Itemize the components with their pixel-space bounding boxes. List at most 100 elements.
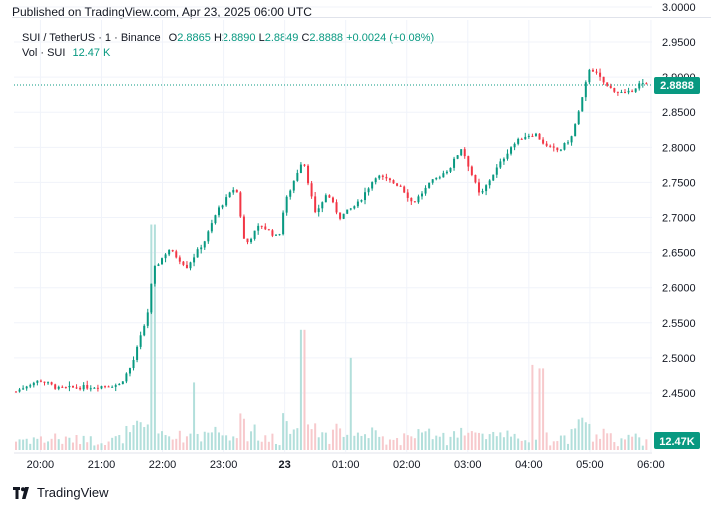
candle-body (68, 385, 71, 388)
candle-body (310, 183, 313, 197)
volume-bar (371, 427, 374, 450)
volume-bar (399, 445, 402, 450)
candle-body (581, 97, 584, 112)
volume-bar (307, 424, 310, 450)
volume-bar (274, 443, 277, 450)
candle-body (524, 136, 527, 140)
candle-body (360, 200, 363, 202)
volume-bar (200, 441, 203, 450)
volume-bar (645, 439, 648, 450)
volume-bar (620, 438, 623, 450)
volume-bar (324, 432, 327, 450)
candle-body (545, 143, 548, 146)
candle-body (421, 193, 423, 197)
candle-body (456, 155, 459, 159)
candle-body (602, 76, 605, 83)
candle-body (253, 230, 256, 239)
volume-bar (299, 329, 302, 450)
candle-body (567, 142, 570, 144)
volume-bar (552, 441, 555, 450)
ohlc-row: SUI / TetherUS · 1 · Binance O2.8865 H2.… (22, 31, 434, 46)
volume-bar (157, 433, 160, 450)
grid (14, 6, 652, 452)
volume-bar (410, 436, 413, 450)
volume-bar (321, 432, 324, 450)
volume-bar (492, 431, 495, 450)
candle-body (460, 149, 463, 156)
price-tick-label: 2.7000 (662, 213, 696, 225)
candle-body (153, 265, 156, 284)
volume-bar (470, 431, 473, 450)
candle-body (54, 384, 57, 389)
candle-body (645, 83, 648, 85)
change-value: +0.0024 (+0.08%) (346, 32, 435, 44)
candle-body (406, 192, 409, 198)
price-tick-label: 2.9500 (662, 37, 696, 49)
candle-body (570, 136, 573, 143)
volume-bar (50, 438, 53, 450)
volume-bar (75, 435, 78, 450)
volume-bar (171, 439, 174, 450)
candle-body (449, 167, 452, 172)
candle-body (531, 135, 534, 137)
price-tick-label: 2.6500 (662, 248, 696, 260)
volume-bar (392, 439, 395, 450)
time-axis[interactable]: 20:00 21:00 22:00 23:00 23 01:00 02:00 03:00 04:… (14, 452, 665, 471)
volume-label[interactable]: Vol · SUI (22, 47, 66, 59)
candle-body (18, 389, 21, 392)
candle-body (171, 250, 174, 252)
candle-body (118, 383, 121, 386)
candle-body (132, 359, 135, 369)
candle-body (292, 180, 295, 191)
price-axis[interactable]: 2.4500 2.5000 2.5500 2.6000 2.6500 2.7000 2.75… (662, 2, 696, 400)
volume-bar (189, 433, 192, 450)
volume-bar (282, 413, 285, 450)
volume-bar (606, 433, 609, 450)
candle-body (214, 215, 217, 224)
volume-bar (431, 439, 434, 450)
volume-bar (609, 433, 612, 450)
current-price-badge-bg (654, 77, 700, 95)
volume-bar (556, 441, 559, 450)
candle-body (200, 247, 203, 250)
volume-bar (577, 419, 580, 450)
candle-body (25, 386, 28, 389)
footer-brand[interactable]: TradingView (13, 485, 109, 500)
volume-bar (381, 436, 384, 450)
volume-bar (232, 436, 235, 450)
volume-bar (210, 432, 213, 450)
price-tick-label: 2.6000 (662, 283, 696, 295)
candle-body (556, 147, 559, 151)
price-tick-label: 3.0000 (662, 2, 696, 14)
volume-bar (396, 438, 399, 450)
open-value: 2.8865 (177, 32, 211, 44)
volume-bar (574, 428, 577, 450)
candle-body (50, 382, 53, 385)
candle-body (371, 182, 374, 189)
candle-body (242, 216, 245, 239)
volume-bar (477, 432, 480, 450)
current-price-badge: 2.8888 (654, 77, 700, 95)
price-tick-label: 2.4500 (662, 388, 696, 400)
candle-body (317, 208, 320, 213)
volume-bar (71, 442, 74, 450)
volume-bar (82, 435, 85, 450)
candle-body (121, 381, 124, 384)
time-tick-label: 21:00 (88, 459, 116, 471)
candle-body (39, 380, 42, 382)
volume-bar (15, 441, 17, 450)
volume-bar (296, 428, 299, 450)
candle-body (267, 229, 270, 231)
candle-body (57, 386, 60, 389)
volume-bar (595, 434, 598, 450)
candle-body (274, 234, 277, 236)
volume-bar (442, 432, 445, 450)
volume-bar (588, 423, 591, 450)
candle-body (271, 230, 274, 236)
volume-bar (132, 425, 135, 450)
time-tick-label: 06:00 (637, 459, 665, 471)
symbol-label[interactable]: SUI / TetherUS · 1 · Binance (22, 32, 161, 44)
candle-body (364, 192, 367, 201)
volume-bar (602, 428, 605, 450)
